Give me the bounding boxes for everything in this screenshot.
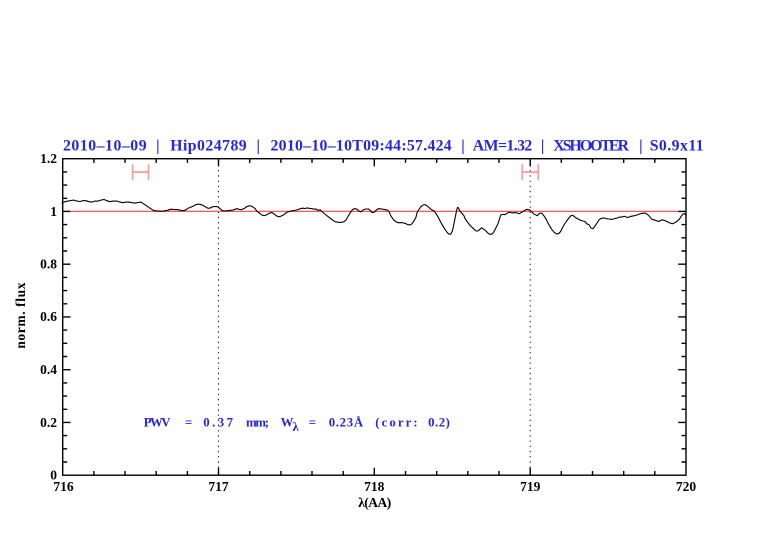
svg-text:|: | xyxy=(461,138,464,155)
svg-text:720: 720 xyxy=(676,479,697,494)
svg-text:PWV: PWV xyxy=(144,415,172,429)
svg-text:|: | xyxy=(639,138,642,155)
svg-text:XSHOOTER: XSHOOTER xyxy=(553,138,629,155)
svg-text:1.2: 1.2 xyxy=(40,151,57,166)
svg-text:2010–10–10T09:44:57.424: 2010–10–10T09:44:57.424 xyxy=(271,138,452,155)
svg-text:mm;: mm; xyxy=(246,415,269,429)
svg-text:AM=1.32: AM=1.32 xyxy=(473,138,533,155)
svg-text:0.23Å: 0.23Å xyxy=(329,415,364,429)
svg-text:|: | xyxy=(156,138,159,155)
svg-text:Hip024789: Hip024789 xyxy=(170,138,247,155)
svg-text:717: 717 xyxy=(208,479,229,494)
svg-text:716: 716 xyxy=(53,479,74,494)
svg-text:norm. flux: norm. flux xyxy=(13,282,28,349)
svg-text:W: W xyxy=(281,415,294,429)
svg-text:0.4: 0.4 xyxy=(40,362,57,377)
svg-text:0: 0 xyxy=(50,468,57,483)
svg-text:0.2: 0.2 xyxy=(40,415,57,430)
svg-text:=: = xyxy=(309,415,316,429)
svg-text:0.37: 0.37 xyxy=(203,415,233,429)
svg-text:0.8: 0.8 xyxy=(40,257,57,272)
svg-text:0.6: 0.6 xyxy=(40,309,57,324)
svg-text:S0.9x11: S0.9x11 xyxy=(650,138,704,155)
svg-text:|: | xyxy=(541,138,544,155)
svg-text:2010–10–09: 2010–10–09 xyxy=(63,138,147,155)
svg-text:0.2): 0.2) xyxy=(428,415,450,429)
svg-text:718: 718 xyxy=(364,479,385,494)
svg-text:=: = xyxy=(185,415,192,429)
svg-text:1: 1 xyxy=(50,204,57,219)
svg-text:|: | xyxy=(256,138,259,155)
svg-text:λ(AA): λ(AA) xyxy=(358,495,391,510)
svg-text:λ: λ xyxy=(293,420,300,434)
svg-text:719: 719 xyxy=(520,479,541,494)
